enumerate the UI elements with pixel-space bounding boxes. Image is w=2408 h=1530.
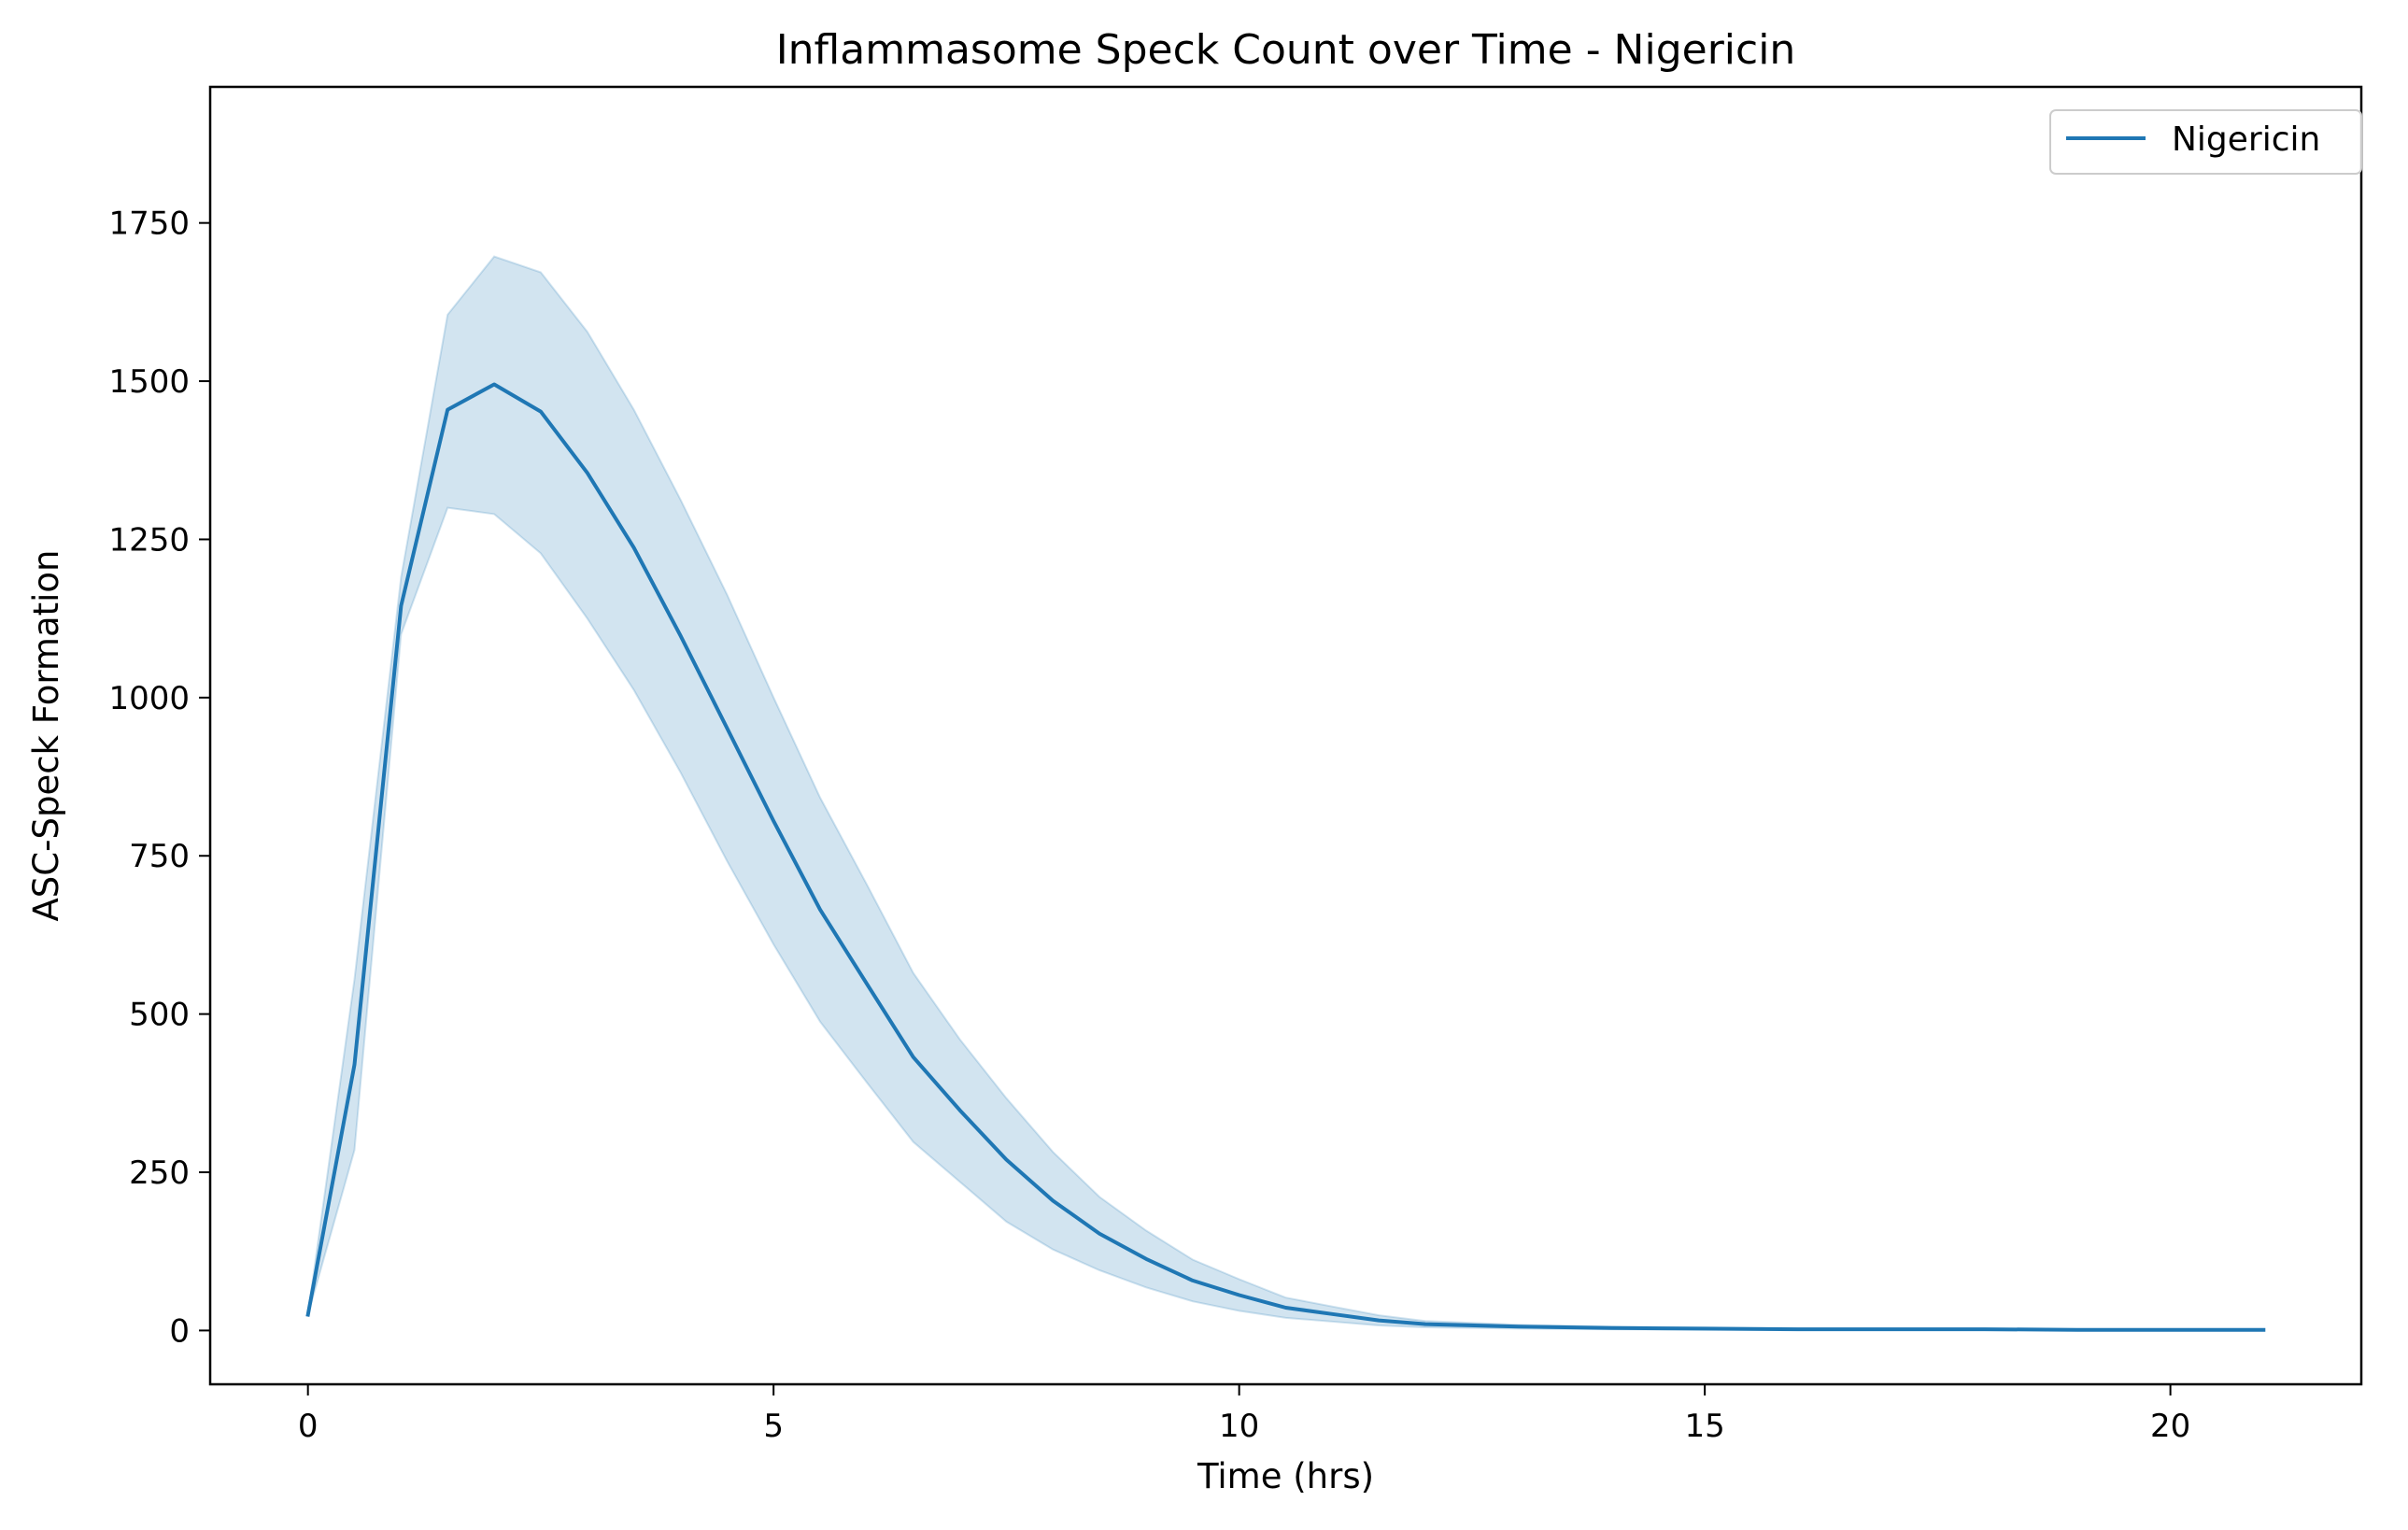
y-tick-label: 1750 [108, 205, 190, 243]
legend: Nigericin [2049, 109, 2362, 175]
chart-title: Inflammasome Speck Count over Time - Nig… [776, 26, 1796, 74]
y-axis-ticks: 0 250 500 750 1000 1250 1500 1750 [108, 205, 210, 1350]
y-tick-label: 1500 [108, 363, 190, 401]
series-line-nigericin [305, 382, 2266, 1332]
y-tick-label: 750 [129, 838, 190, 875]
y-axis-label: ASC-Speck Formation [26, 549, 66, 921]
x-tick-label: 20 [2150, 1408, 2190, 1445]
y-tick-label: 1000 [108, 680, 190, 717]
y-tick-label: 250 [129, 1155, 190, 1192]
legend-box [2049, 109, 2362, 175]
series-line-layer [305, 382, 2266, 1332]
x-tick-label: 5 [763, 1408, 784, 1445]
x-tick-label: 15 [1685, 1408, 1725, 1445]
y-tick-label: 0 [169, 1312, 190, 1350]
x-axis-label: Time (hrs) [1197, 1456, 1374, 1496]
legend-label-nigericin: Nigericin [2172, 120, 2320, 159]
y-tick-label: 1250 [108, 521, 190, 559]
y-tick-label: 500 [129, 997, 190, 1034]
x-axis-ticks: 0 5 10 15 20 [298, 1384, 2190, 1445]
plot-frame [208, 85, 2363, 1386]
x-tick-label: 0 [298, 1408, 319, 1445]
x-tick-label: 10 [1219, 1408, 1259, 1445]
